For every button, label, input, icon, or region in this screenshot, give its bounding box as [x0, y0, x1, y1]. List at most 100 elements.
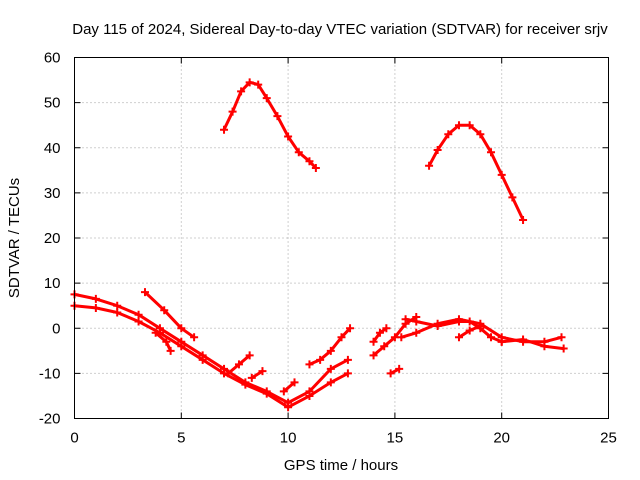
y-tick-label: 20	[44, 230, 61, 247]
data-point	[476, 321, 485, 330]
data-point	[220, 125, 229, 134]
series-line	[427, 123, 525, 222]
data-point	[343, 355, 352, 364]
series-line	[73, 292, 350, 405]
data-point	[369, 351, 378, 360]
data-point	[284, 403, 293, 412]
data-point	[228, 107, 237, 116]
data-point	[465, 121, 474, 130]
series-line	[222, 80, 318, 170]
data-point	[412, 317, 421, 326]
data-point	[91, 303, 100, 312]
data-point	[454, 121, 463, 130]
data-point	[284, 132, 293, 141]
y-tick-label: -10	[39, 365, 61, 382]
data-point	[465, 326, 474, 335]
data-point	[311, 164, 320, 173]
data-point	[326, 364, 335, 373]
data-point	[140, 288, 149, 297]
data-point	[401, 315, 410, 324]
series-arc-5	[140, 288, 199, 342]
data-point	[273, 112, 282, 121]
data-point	[294, 148, 303, 157]
series-line	[73, 304, 350, 409]
series-line	[282, 380, 296, 393]
x-tick-label: 0	[70, 430, 78, 447]
data-point	[190, 333, 199, 342]
data-point	[343, 369, 352, 378]
series-line	[143, 290, 196, 339]
data-point	[540, 342, 549, 351]
data-point	[519, 215, 528, 224]
data-point	[245, 78, 254, 87]
series-line	[250, 369, 264, 380]
series-arc-12	[369, 324, 391, 346]
data-point	[559, 344, 568, 353]
x-tick-label: 25	[600, 430, 617, 447]
series-arc-2	[425, 121, 528, 224]
series-arc-7	[224, 351, 254, 378]
data-point	[258, 367, 267, 376]
data-point	[224, 369, 233, 378]
data-point	[262, 389, 271, 398]
data-point	[162, 337, 171, 346]
y-tick-labels: -20 -10 0 10 20 30 40 50 60	[39, 50, 61, 428]
data-point	[245, 351, 254, 360]
data-point	[113, 308, 122, 317]
data-point	[305, 360, 314, 369]
y-tick-label: 0	[52, 320, 60, 337]
data-point	[487, 148, 496, 157]
data-point	[234, 360, 243, 369]
series-arc-16	[454, 321, 485, 342]
data-point	[375, 328, 384, 337]
series-arc-1	[220, 78, 320, 173]
data-point	[254, 80, 263, 89]
y-tick-label: 10	[44, 275, 61, 292]
data-point	[305, 391, 314, 400]
chart-title: Day 115 of 2024, Sidereal Day-to-day VTE…	[72, 21, 608, 38]
data-point	[425, 161, 434, 170]
x-tick-label: 15	[387, 430, 404, 447]
data-point	[279, 387, 288, 396]
series-line	[500, 338, 566, 351]
data-point	[326, 346, 335, 355]
data-point	[166, 346, 175, 355]
data-point	[316, 355, 325, 364]
x-axis-label: GPS time / hours	[284, 457, 398, 474]
data-point	[369, 337, 378, 346]
x-tick-labels: 0 5 10 15 20 25	[70, 430, 617, 447]
data-point	[337, 333, 346, 342]
data-point	[198, 355, 207, 364]
series-arc-8	[247, 367, 267, 382]
series-arc-9	[279, 378, 299, 396]
data-point	[465, 317, 474, 326]
data-point	[557, 333, 566, 342]
data-point	[160, 306, 169, 315]
x-tick-label: 10	[280, 430, 297, 447]
data-point	[113, 301, 122, 310]
data-point	[433, 146, 442, 155]
data-point	[412, 328, 421, 337]
data-point	[382, 324, 391, 333]
data-point	[346, 324, 355, 333]
data-point	[476, 130, 485, 139]
data-point	[386, 369, 395, 378]
data-point	[247, 373, 256, 382]
data-point	[380, 342, 389, 351]
data-point	[487, 333, 496, 342]
data-series	[70, 78, 568, 412]
series-arc-17	[497, 335, 568, 353]
axis-ticks	[74, 57, 609, 419]
data-point	[262, 94, 271, 103]
data-point	[508, 193, 517, 202]
series-arc-3	[70, 290, 352, 407]
grid	[74, 57, 609, 419]
data-point	[290, 378, 299, 387]
data-point	[444, 130, 453, 139]
data-point	[91, 294, 100, 303]
data-point	[134, 317, 143, 326]
y-tick-label: 60	[44, 50, 61, 67]
data-point	[454, 333, 463, 342]
series-arc-10	[305, 324, 355, 369]
x-tick-label: 5	[177, 430, 185, 447]
